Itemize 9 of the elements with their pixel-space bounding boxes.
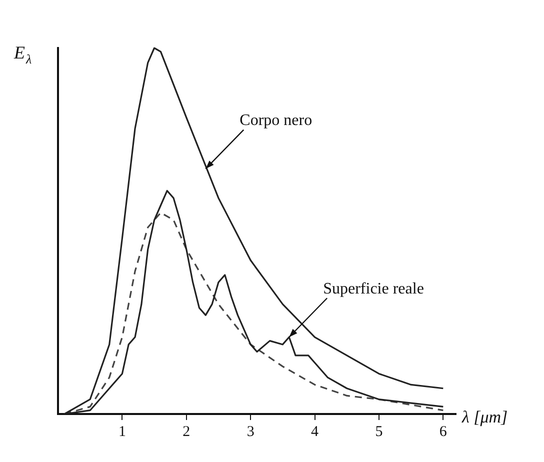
x-tick-label: 1 xyxy=(118,424,126,440)
x-tick-label: 6 xyxy=(439,424,448,440)
annotation: Corpo nero xyxy=(240,112,312,129)
x-tick-label: 4 xyxy=(311,424,320,440)
x-tick-label: 2 xyxy=(182,424,190,440)
x-tick-label: 3 xyxy=(246,424,254,440)
x-tick-label: 5 xyxy=(375,424,383,440)
x-axis-title: λ [μm] xyxy=(461,407,508,426)
annotation: Superficie reale xyxy=(323,280,424,298)
